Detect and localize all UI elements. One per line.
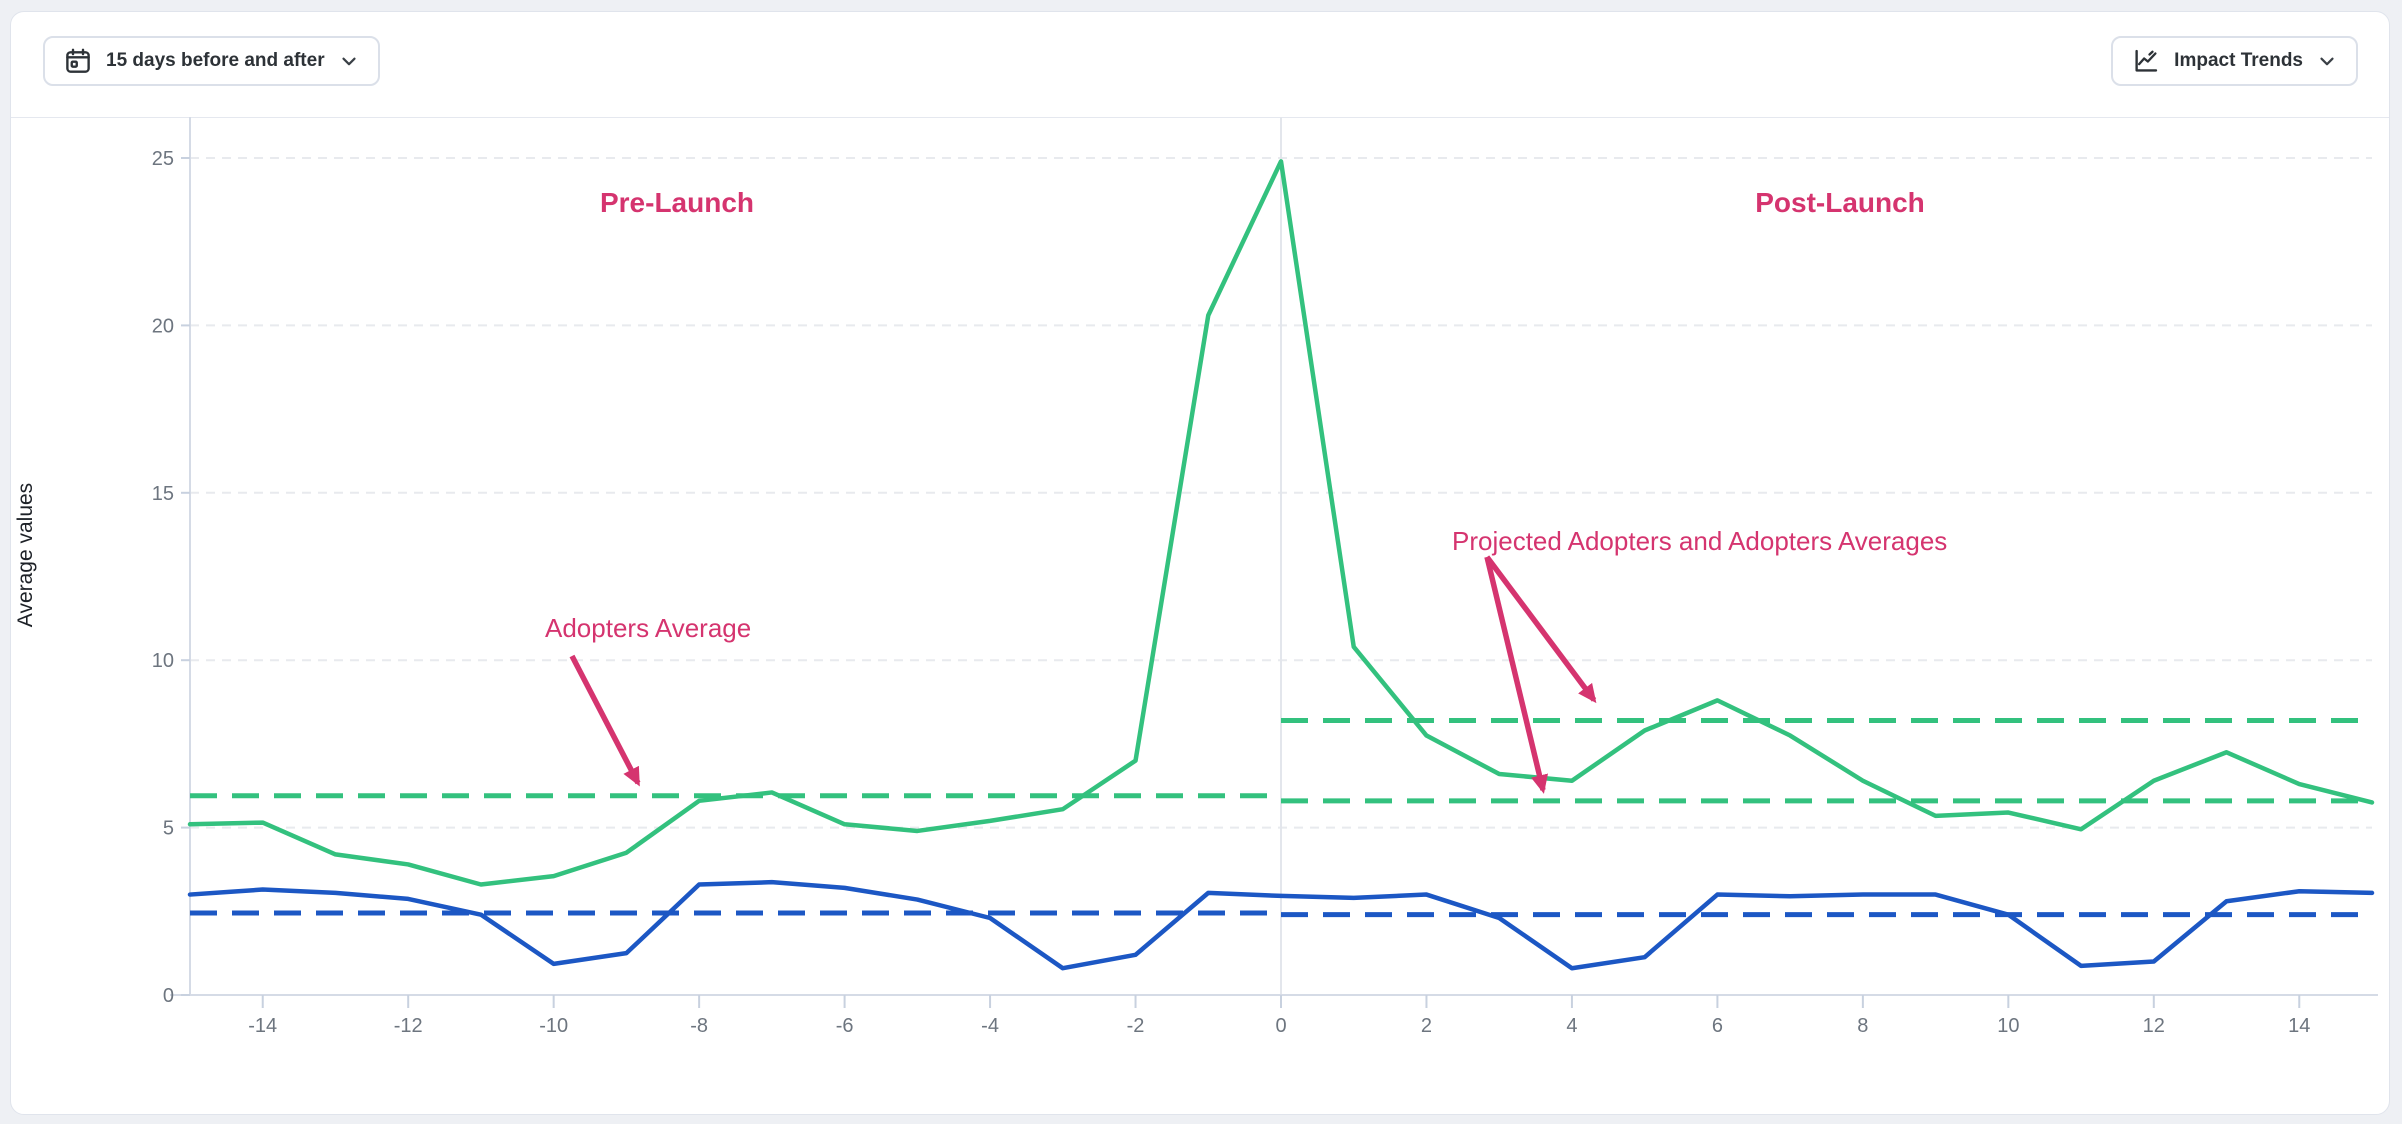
date-range-button[interactable]: 15 days before and after [43,36,380,86]
impact-trends-label: Impact Trends [2174,50,2303,71]
post-launch-annotation: Post-Launch [1755,187,1925,218]
projected-averages-annotation: Projected Adopters and Adopters Averages [1452,526,1948,556]
impact-trends-button[interactable]: Impact Trends [2111,36,2358,86]
pre-launch-annotation: Pre-Launch [599,187,755,218]
chevron-down-icon [338,50,360,72]
calendar-icon [63,46,93,76]
chevron-down-icon [2316,50,2338,72]
toolbar: 15 days before and after Impact Trends [11,12,2389,118]
y-axis-title: Average values [14,482,37,628]
date-range-label: 15 days before and after [106,50,325,71]
line-chart-icon [2131,46,2161,76]
impact-trends-card: 15 days before and after Impact Trends [10,11,2390,1115]
adopters-average-annotation: Adopters Average [545,613,752,643]
